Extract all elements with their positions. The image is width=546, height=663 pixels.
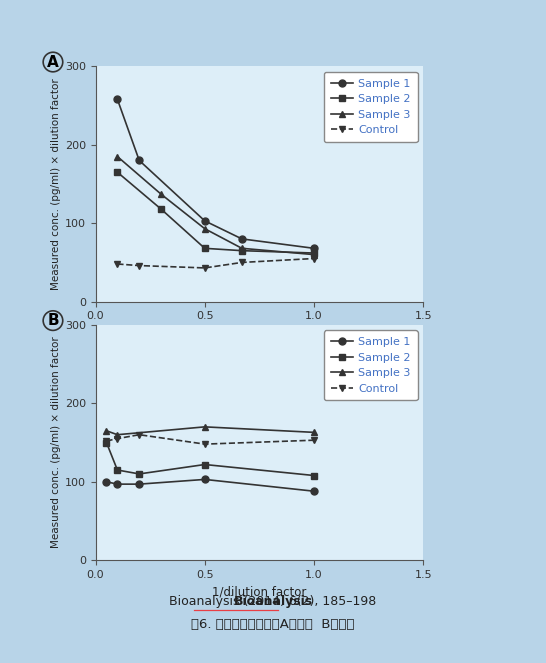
Text: B: B [47, 313, 59, 328]
Y-axis label: Measured conc. (pg/ml) × dilution factor: Measured conc. (pg/ml) × dilution factor [51, 337, 61, 548]
Legend: Sample 1, Sample 2, Sample 3, Control: Sample 1, Sample 2, Sample 3, Control [324, 72, 418, 142]
X-axis label: 1/dilution factor: 1/dilution factor [212, 327, 306, 340]
Text: Bioanalysis (2014) 6(2), 185–198: Bioanalysis (2014) 6(2), 185–198 [169, 595, 377, 608]
Text: A: A [47, 54, 59, 70]
Y-axis label: Measured conc. (pg/ml) × dilution factor: Measured conc. (pg/ml) × dilution factor [51, 78, 61, 290]
Legend: Sample 1, Sample 2, Sample 3, Control: Sample 1, Sample 2, Sample 3, Control [324, 330, 418, 400]
Text: Bioanalysis: Bioanalysis [234, 595, 312, 608]
X-axis label: 1/dilution factor: 1/dilution factor [212, 585, 306, 599]
Text: 图6. 平行性实验结果（A不平行  B平行）: 图6. 平行性实验结果（A不平行 B平行） [191, 618, 355, 631]
